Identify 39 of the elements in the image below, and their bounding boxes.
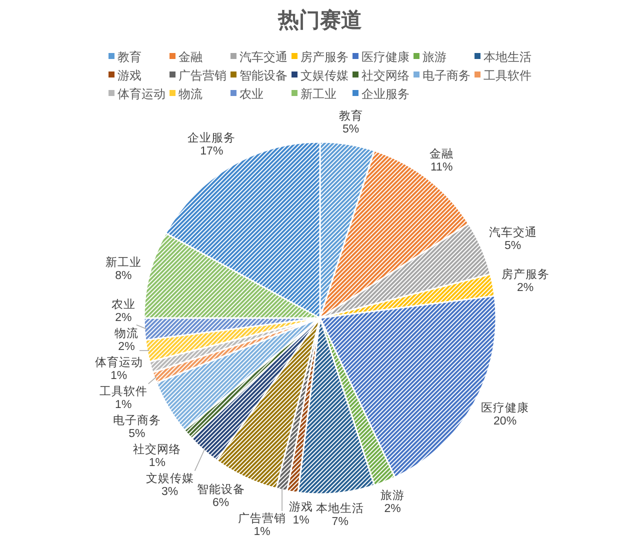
legend-label: 本地生活 xyxy=(484,50,532,64)
data-label: 游戏 1% xyxy=(289,502,314,527)
data-label: 房产服务 2% xyxy=(501,268,550,294)
legend-label: 体育运动 xyxy=(118,87,166,101)
data-label: 文娱传媒 3% xyxy=(146,472,194,498)
data-label: 教育 5% xyxy=(338,110,363,136)
legend-label: 医疗健康 xyxy=(362,50,410,64)
legend-label: 教育 xyxy=(118,50,142,64)
legend-label: 房产服务 xyxy=(300,50,348,64)
legend-label: 电子商务 xyxy=(422,68,470,82)
data-label: 工具软件 1% xyxy=(99,386,148,411)
legend-label: 旅游 xyxy=(422,50,446,64)
data-label: 电子商务 5% xyxy=(112,414,161,440)
data-label: 社交网络 1% xyxy=(133,444,182,469)
legend-label: 农业 xyxy=(240,87,264,101)
data-label: 医疗健康 20% xyxy=(481,402,530,428)
data-label: 体育运动 1% xyxy=(94,356,143,382)
legend-label: 广告营销 xyxy=(178,68,226,82)
data-label: 新工业 8% xyxy=(105,256,142,282)
legend-label: 物流 xyxy=(178,87,202,101)
legend-label: 社交网络 xyxy=(362,68,410,82)
data-label: 企业服务 17% xyxy=(188,132,236,158)
legend-label: 汽车交通 xyxy=(240,50,288,64)
data-label: 物流 2% xyxy=(114,328,138,353)
legend-label: 游戏 xyxy=(118,68,142,82)
data-label: 广告营销 1% xyxy=(238,513,286,538)
data-label: 汽车交通 5% xyxy=(488,226,537,252)
data-label: 农业 2% xyxy=(111,298,136,324)
legend-label: 金融 xyxy=(178,50,202,64)
data-label: 智能设备 6% xyxy=(196,484,245,509)
data-label: 旅游 2% xyxy=(380,490,405,516)
data-label: 金融 11% xyxy=(430,148,454,174)
legend-label: 工具软件 xyxy=(484,68,532,82)
chart-title: 热门赛道 xyxy=(277,8,362,32)
legend-label: 智能设备 xyxy=(240,68,288,82)
legend-label: 新工业 xyxy=(300,87,336,101)
legend-label: 企业服务 xyxy=(362,87,410,101)
data-label: 本地生活 7% xyxy=(316,503,364,528)
legend-label: 文娱传媒 xyxy=(300,68,348,82)
